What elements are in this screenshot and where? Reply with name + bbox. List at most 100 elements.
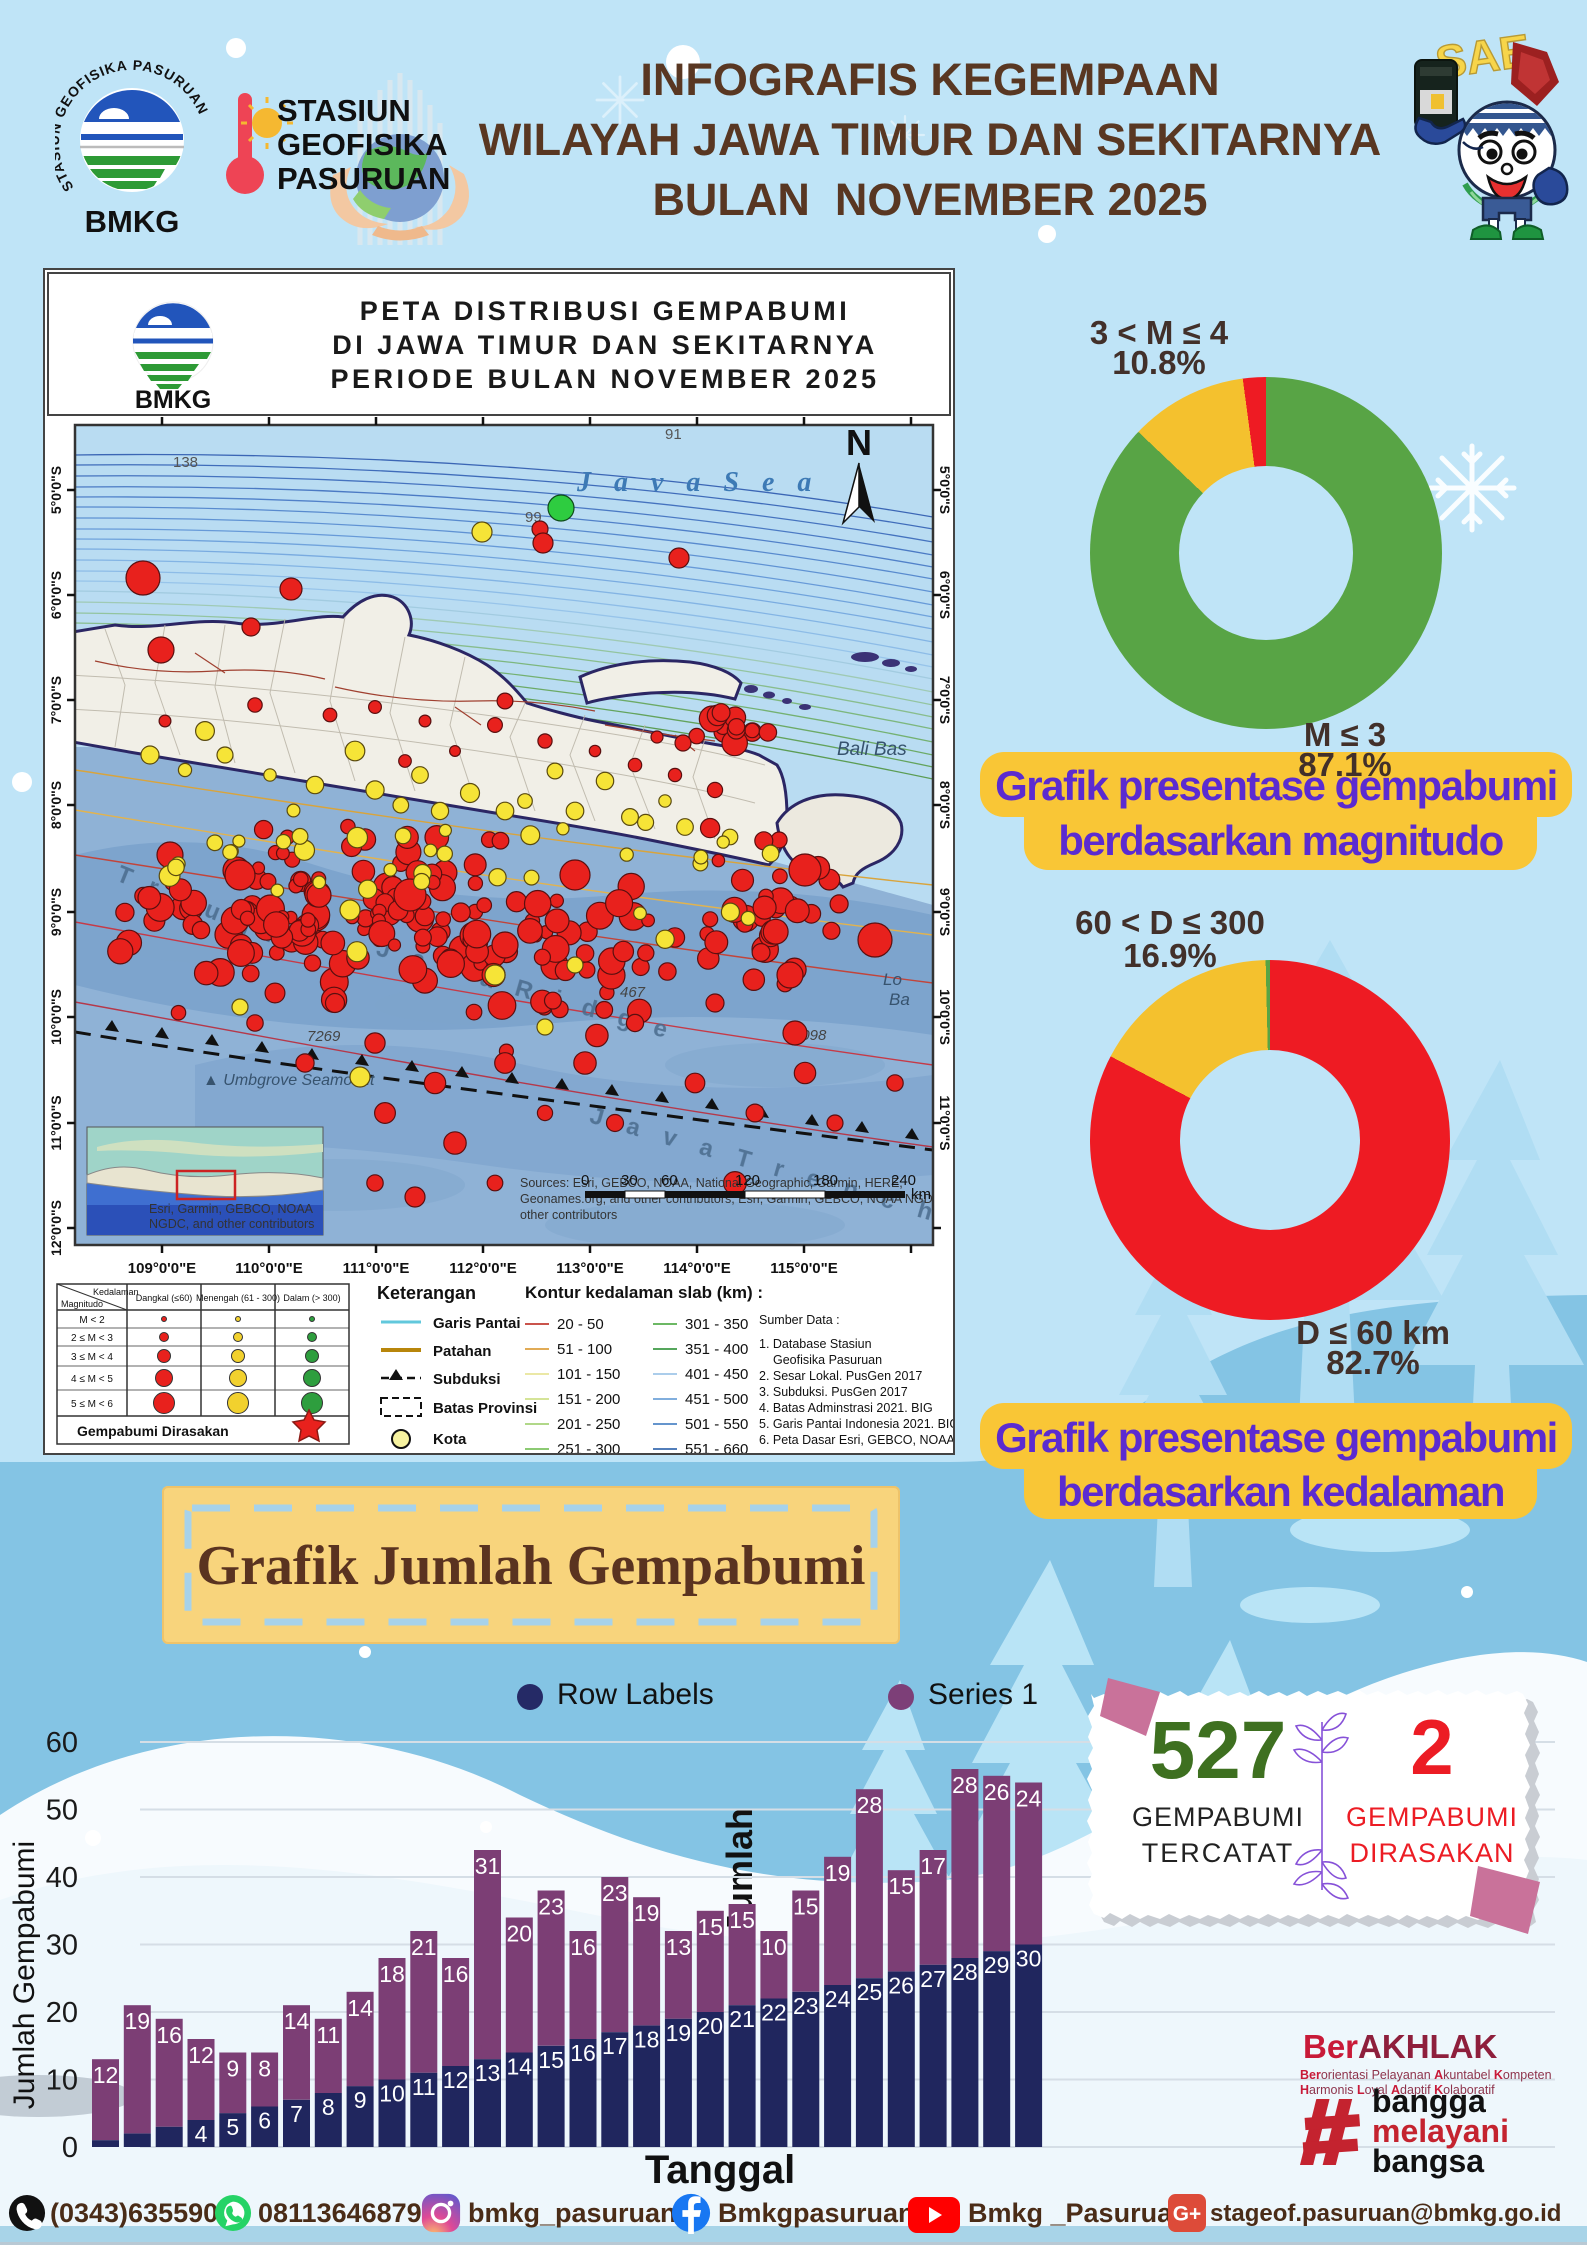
- svg-text:201 - 250: 201 - 250: [557, 1416, 620, 1433]
- svg-text:G+: G+: [1173, 2203, 1201, 2226]
- svg-text:1. Database Stasiun: 1. Database Stasiun: [759, 1337, 872, 1351]
- svg-text:14: 14: [284, 2008, 310, 2034]
- svg-text:17: 17: [920, 1853, 946, 1879]
- svg-text:28: 28: [952, 1772, 978, 1798]
- svg-text:7: 7: [290, 2101, 303, 2127]
- svg-text:451 - 500: 451 - 500: [685, 1391, 748, 1408]
- svg-text:11°0'0"S: 11°0'0"S: [48, 1095, 64, 1150]
- svg-text:Kedalaman: Kedalaman: [93, 1287, 139, 1297]
- svg-text:19: 19: [666, 2020, 692, 2046]
- svg-text:7°0'0"S: 7°0'0"S: [48, 676, 64, 724]
- svg-text:10°0'0"S: 10°0'0"S: [937, 989, 953, 1045]
- svg-text:467: 467: [620, 984, 646, 1001]
- svg-text:M < 2: M < 2: [79, 1315, 105, 1326]
- svg-text:Ba: Ba: [889, 990, 910, 1009]
- svg-text:112°0'0"E: 112°0'0"E: [449, 1260, 517, 1277]
- svg-text:15: 15: [729, 1907, 755, 1933]
- svg-text:28: 28: [952, 1959, 978, 1985]
- svg-text:PERIODE BULAN NOVEMBER 2025: PERIODE BULAN NOVEMBER 2025: [330, 364, 879, 394]
- svg-text:20 - 50: 20 - 50: [557, 1316, 604, 1333]
- svg-text:30: 30: [621, 1172, 638, 1189]
- svg-text:30: 30: [1016, 1946, 1042, 1972]
- svg-text:2 ≤ M < 3: 2 ≤ M < 3: [71, 1333, 113, 1344]
- svg-text:10°0'0"S: 10°0'0"S: [48, 989, 64, 1045]
- svg-text:351 - 400: 351 - 400: [685, 1341, 748, 1358]
- svg-text:7°0'0"S: 7°0'0"S: [937, 676, 953, 724]
- svg-text:Gempabumi Dirasakan: Gempabumi Dirasakan: [77, 1423, 229, 1439]
- svg-text:BMKG: BMKG: [85, 204, 180, 239]
- svg-text:551 - 660: 551 - 660: [685, 1441, 748, 1453]
- svg-text:19: 19: [125, 2008, 151, 2034]
- svg-text:101 - 150: 101 - 150: [557, 1366, 620, 1383]
- svg-text:5°0'0"S: 5°0'0"S: [937, 466, 953, 514]
- svg-text:Lo: Lo: [883, 970, 902, 989]
- svg-text:Sumber Data :: Sumber Data :: [759, 1313, 840, 1327]
- svg-text:21: 21: [411, 1934, 437, 1960]
- svg-text:NGDC, and other contributors: NGDC, and other contributors: [149, 1217, 314, 1231]
- svg-text:8: 8: [258, 2056, 271, 2082]
- svg-text:15: 15: [793, 1894, 819, 1920]
- svg-text:8: 8: [322, 2094, 335, 2120]
- svg-text:DIRASAKAN: DIRASAKAN: [1349, 1838, 1514, 1868]
- svg-text:109°0'0"E: 109°0'0"E: [128, 1260, 196, 1277]
- svg-text:16: 16: [443, 1961, 469, 1987]
- svg-text:3. Subduksi. PusGen 2017: 3. Subduksi. PusGen 2017: [759, 1385, 908, 1399]
- svg-text:23: 23: [793, 1993, 819, 2019]
- svg-text:STASIUN: STASIUN: [277, 93, 411, 128]
- svg-text:29: 29: [984, 1952, 1010, 1978]
- svg-text:8°0'0"S: 8°0'0"S: [937, 781, 953, 829]
- svg-text:5 ≤ M < 6: 5 ≤ M < 6: [71, 1399, 113, 1410]
- svg-text:13: 13: [475, 2060, 501, 2086]
- svg-text:10: 10: [379, 2081, 405, 2107]
- svg-text:10: 10: [46, 2065, 78, 2097]
- svg-text:15: 15: [538, 2047, 564, 2073]
- svg-text:40: 40: [46, 1862, 78, 1894]
- svg-text:Keterangan: Keterangan: [377, 1283, 476, 1303]
- svg-text:15: 15: [888, 1873, 914, 1899]
- svg-text:Geofisika Pasuruan: Geofisika Pasuruan: [773, 1353, 882, 1367]
- svg-text:23: 23: [538, 1894, 564, 1920]
- svg-text:5. Garis Pantai Indonesia 2021: 5. Garis Pantai Indonesia 2021. BIG: [759, 1417, 953, 1431]
- svg-text:30: 30: [46, 1930, 78, 1962]
- svg-text:12: 12: [443, 2067, 469, 2093]
- svg-text:0: 0: [581, 1172, 589, 1189]
- svg-text:Patahan: Patahan: [433, 1343, 491, 1360]
- svg-text:527: 527: [1150, 1705, 1287, 1796]
- svg-text:GEOFISIKA: GEOFISIKA: [277, 127, 448, 162]
- svg-text:151 - 200: 151 - 200: [557, 1391, 620, 1408]
- svg-text:60: 60: [661, 1172, 678, 1189]
- svg-text:23: 23: [602, 1880, 628, 1906]
- svg-text:14: 14: [347, 1995, 373, 2021]
- svg-text:19: 19: [634, 1900, 660, 1926]
- svg-text:401 - 450: 401 - 450: [685, 1366, 748, 1383]
- svg-text:N: N: [846, 422, 872, 463]
- svg-text:50: 50: [46, 1795, 78, 1827]
- svg-text:24: 24: [1016, 1786, 1042, 1812]
- svg-text:16: 16: [570, 2040, 596, 2066]
- svg-text:6. Peta Dasar Esri, GEBCO, NOA: 6. Peta Dasar Esri, GEBCO, NOAA: [759, 1433, 953, 1447]
- svg-text:60: 60: [46, 1727, 78, 1759]
- svg-text:18: 18: [634, 2027, 660, 2053]
- svg-text:24: 24: [825, 1986, 851, 2012]
- svg-text:19: 19: [825, 1860, 851, 1886]
- svg-text:21: 21: [729, 2006, 755, 2032]
- svg-text:PETA DISTRIBUSI GEMPABUMI: PETA DISTRIBUSI GEMPABUMI: [360, 296, 851, 326]
- svg-text:16: 16: [156, 2022, 182, 2048]
- svg-text:GEMPABUMI: GEMPABUMI: [1346, 1802, 1518, 1832]
- svg-text:27: 27: [920, 1966, 946, 1992]
- svg-text:22: 22: [761, 2000, 787, 2026]
- svg-text:26: 26: [888, 1973, 914, 1999]
- svg-text:17: 17: [602, 2033, 628, 2059]
- svg-text:3 ≤ M < 4: 3 ≤ M < 4: [71, 1352, 113, 1363]
- svg-text:Magnitudo: Magnitudo: [61, 1299, 103, 1309]
- svg-text:9: 9: [226, 2056, 239, 2082]
- svg-text:25: 25: [857, 1979, 883, 2005]
- svg-text:51 - 100: 51 - 100: [557, 1341, 612, 1358]
- svg-text:26: 26: [984, 1779, 1010, 1805]
- svg-text:111°0'0"E: 111°0'0"E: [343, 1260, 410, 1277]
- svg-text:4. Batas Adminstrasi 2021. BIG: 4. Batas Adminstrasi 2021. BIG: [759, 1401, 933, 1415]
- svg-text:114°0'0"E: 114°0'0"E: [663, 1260, 731, 1277]
- svg-text:DI JAWA TIMUR DAN SEKITARNYA: DI JAWA TIMUR DAN SEKITARNYA: [332, 330, 878, 360]
- svg-text:6: 6: [258, 2108, 271, 2134]
- svg-text:Batas Provinsi: Batas Provinsi: [433, 1400, 537, 1417]
